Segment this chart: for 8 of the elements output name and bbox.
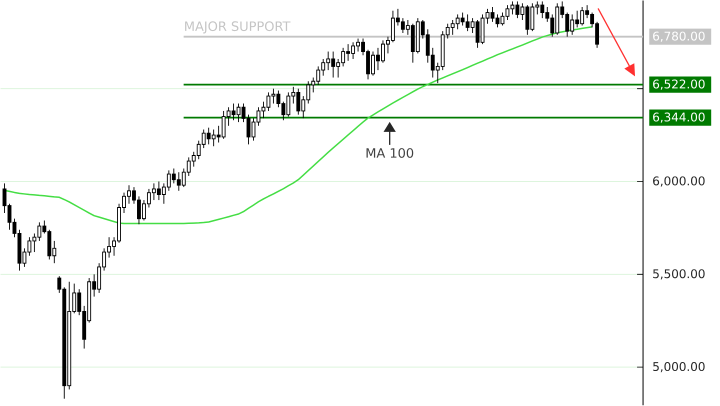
ref-line-label: MAJOR SUPPORT <box>185 21 290 34</box>
text: 6,522.00 <box>653 80 705 90</box>
series-label: MA 100 <box>366 148 414 158</box>
y-tick-label: 5,500.00 <box>653 269 705 280</box>
y-tick-label: 6,000.00 <box>653 176 705 187</box>
text: 6,780.00 <box>653 32 705 42</box>
y-tick-label: 5,000.00 <box>653 362 705 372</box>
text: 6,344.00 <box>653 112 705 123</box>
